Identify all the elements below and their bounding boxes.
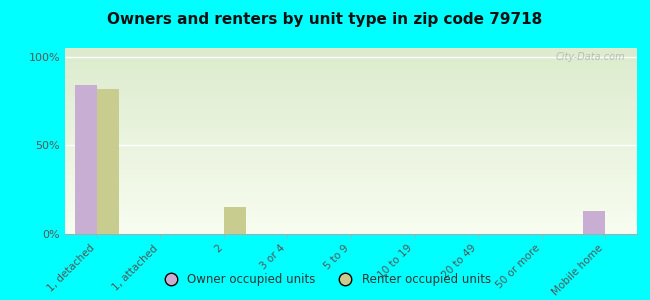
Text: City-Data.com: City-Data.com (556, 52, 625, 62)
Bar (224, 207, 246, 234)
Bar (97, 89, 119, 234)
Text: Owners and renters by unit type in zip code 79718: Owners and renters by unit type in zip c… (107, 12, 543, 27)
Bar (75, 85, 97, 234)
Bar (583, 211, 605, 234)
Legend: Owner occupied units, Renter occupied units: Owner occupied units, Renter occupied un… (154, 269, 496, 291)
